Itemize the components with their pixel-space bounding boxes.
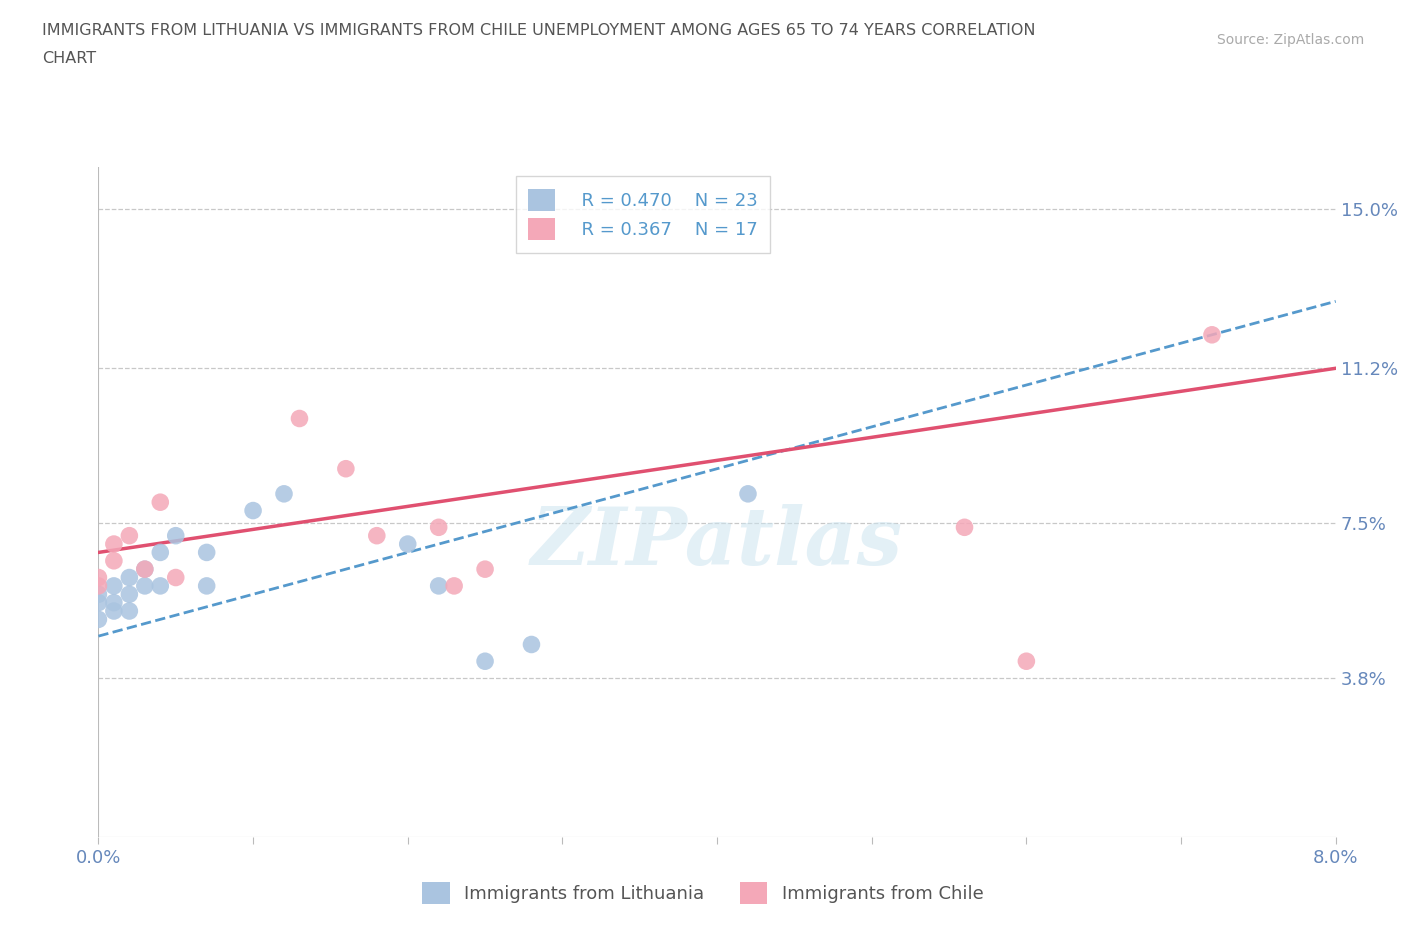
Point — [87, 578, 110, 593]
Point — [118, 570, 141, 585]
Point — [134, 562, 156, 577]
Point — [335, 461, 357, 476]
Point — [149, 545, 172, 560]
Point — [103, 595, 125, 610]
Point — [953, 520, 976, 535]
Text: CHART: CHART — [42, 51, 96, 66]
Point — [118, 604, 141, 618]
Point — [242, 503, 264, 518]
Point — [103, 537, 125, 551]
Point — [118, 587, 141, 602]
Legend: Immigrants from Lithuania, Immigrants from Chile: Immigrants from Lithuania, Immigrants fr… — [415, 875, 991, 911]
Point — [87, 570, 110, 585]
Point — [366, 528, 388, 543]
Point — [737, 486, 759, 501]
Point — [87, 612, 110, 627]
Point — [103, 553, 125, 568]
Point — [103, 604, 125, 618]
Point — [165, 528, 187, 543]
Point — [103, 578, 125, 593]
Point — [149, 495, 172, 510]
Point — [87, 595, 110, 610]
Text: Source: ZipAtlas.com: Source: ZipAtlas.com — [1216, 33, 1364, 46]
Point — [427, 520, 450, 535]
Point — [1015, 654, 1038, 669]
Legend:   R = 0.470    N = 23,   R = 0.367    N = 17: R = 0.470 N = 23, R = 0.367 N = 17 — [516, 177, 770, 253]
Point — [396, 537, 419, 551]
Point — [87, 587, 110, 602]
Point — [1201, 327, 1223, 342]
Point — [474, 562, 496, 577]
Point — [118, 528, 141, 543]
Point — [520, 637, 543, 652]
Point — [273, 486, 295, 501]
Point — [427, 578, 450, 593]
Point — [165, 570, 187, 585]
Text: IMMIGRANTS FROM LITHUANIA VS IMMIGRANTS FROM CHILE UNEMPLOYMENT AMONG AGES 65 TO: IMMIGRANTS FROM LITHUANIA VS IMMIGRANTS … — [42, 23, 1036, 38]
Point — [134, 562, 156, 577]
Point — [474, 654, 496, 669]
Point — [195, 545, 218, 560]
Point — [443, 578, 465, 593]
Point — [149, 578, 172, 593]
Text: ZIPatlas: ZIPatlas — [531, 504, 903, 581]
Point — [195, 578, 218, 593]
Point — [288, 411, 311, 426]
Point — [134, 578, 156, 593]
